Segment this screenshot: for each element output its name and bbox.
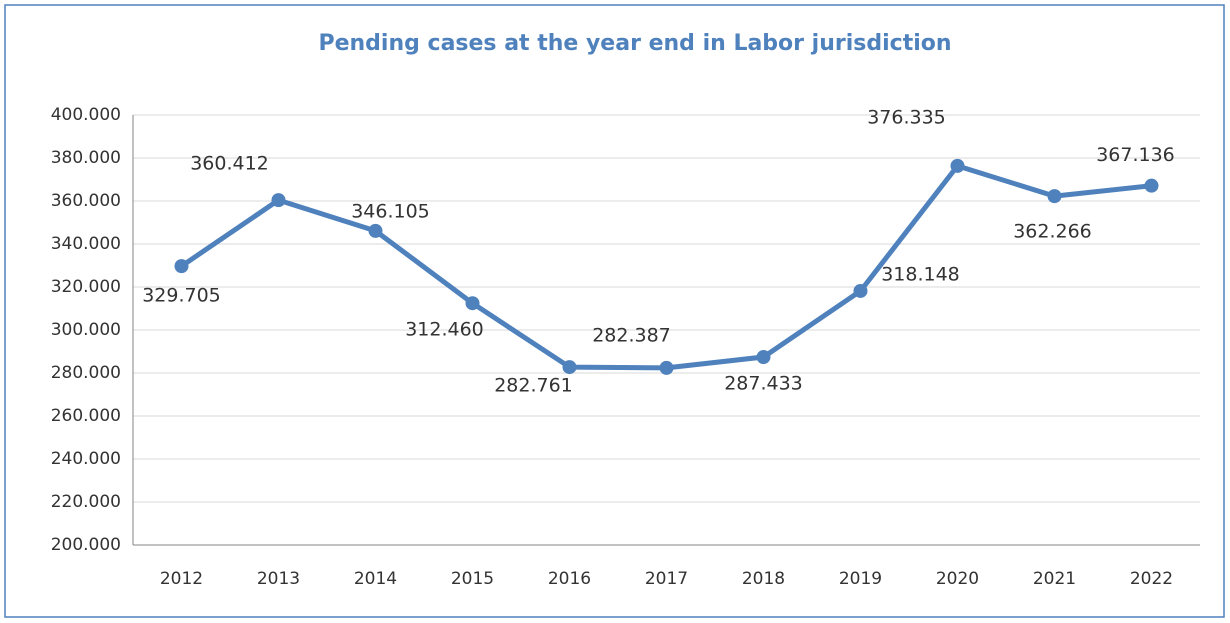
x-tick-label: 2021 xyxy=(1033,569,1076,589)
y-tick-label: 300.000 xyxy=(51,320,121,340)
x-tick-label: 2012 xyxy=(160,569,203,589)
data-label: 318.148 xyxy=(881,263,960,285)
data-label: 367.136 xyxy=(1096,144,1175,166)
x-tick-label: 2022 xyxy=(1130,569,1173,589)
data-label: 346.105 xyxy=(351,200,430,222)
point xyxy=(271,193,286,208)
data-label: 312.460 xyxy=(405,319,484,341)
x-tick-label: 2018 xyxy=(742,569,785,589)
x-tick-label: 2017 xyxy=(645,569,688,589)
chart-title: Pending cases at the year end in Labor j… xyxy=(318,31,952,56)
data-label: 282.387 xyxy=(592,324,671,346)
x-tick-label: 2013 xyxy=(257,569,300,589)
y-tick-label: 220.000 xyxy=(51,492,121,512)
y-tick-label: 240.000 xyxy=(51,449,121,469)
x-tick-label: 2016 xyxy=(548,569,591,589)
data-label: 360.412 xyxy=(190,153,269,175)
y-tick-label: 320.000 xyxy=(51,277,121,297)
data-label: 376.335 xyxy=(867,106,946,128)
data-label: 287.433 xyxy=(724,373,803,395)
point xyxy=(853,283,868,298)
point xyxy=(1144,178,1159,193)
y-tick-label: 340.000 xyxy=(51,234,121,254)
chart-border xyxy=(4,4,1225,618)
x-tick-label: 2020 xyxy=(936,569,979,589)
x-tick-label: 2019 xyxy=(839,569,882,589)
point xyxy=(659,360,674,375)
point xyxy=(950,158,965,173)
point xyxy=(174,259,189,274)
data-label: 329.705 xyxy=(142,285,221,307)
data-label: 282.761 xyxy=(494,375,573,397)
point xyxy=(465,296,480,311)
point xyxy=(756,350,771,365)
y-tick-label: 280.000 xyxy=(51,363,121,383)
x-tick-label: 2014 xyxy=(354,569,397,589)
point xyxy=(562,360,577,375)
x-tick-label: 2015 xyxy=(451,569,494,589)
point xyxy=(1047,189,1062,204)
data-label: 362.266 xyxy=(1013,221,1092,243)
y-tick-label: 400.000 xyxy=(51,105,121,125)
y-tick-label: 260.000 xyxy=(51,406,121,426)
y-tick-label: 200.000 xyxy=(51,535,121,555)
y-tick-label: 380.000 xyxy=(51,148,121,168)
y-tick-label: 360.000 xyxy=(51,191,121,211)
point xyxy=(368,223,383,238)
